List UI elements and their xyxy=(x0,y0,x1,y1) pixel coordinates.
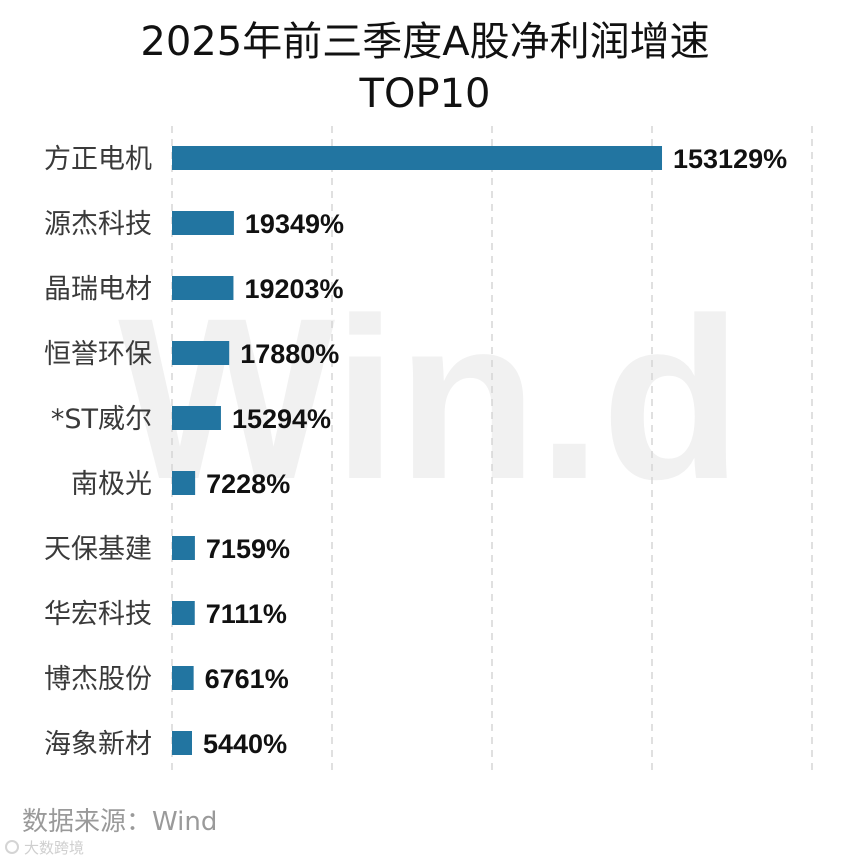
bar-0 xyxy=(172,146,663,170)
bar-2 xyxy=(172,276,234,300)
bar-1 xyxy=(172,211,234,235)
bar-3 xyxy=(172,341,230,365)
category-label-4: *ST威尔 xyxy=(51,404,152,435)
logo-icon xyxy=(5,840,19,854)
value-label-6: 7159% xyxy=(206,534,290,564)
value-label-5: 7228% xyxy=(206,469,290,499)
value-label-1: 19349% xyxy=(245,209,344,239)
bar-7 xyxy=(172,601,195,625)
value-label-8: 6761% xyxy=(205,664,289,694)
value-label-7: 7111% xyxy=(206,599,287,629)
bar-4 xyxy=(172,406,221,430)
bar-9 xyxy=(172,731,192,755)
category-label-8: 博杰股份 xyxy=(44,664,152,695)
category-label-7: 华宏科技 xyxy=(44,599,152,630)
category-label-2: 晶瑞电材 xyxy=(44,274,152,305)
data-source: 数据来源：Wind xyxy=(22,807,217,837)
value-labels: 153129% 19349% 19203% 17880% 15294% 7228% 7159… xyxy=(203,144,787,759)
category-label-6: 天保基建 xyxy=(44,534,152,565)
bar-8 xyxy=(172,666,194,690)
category-label-3: 恒誉环保 xyxy=(44,339,152,370)
chart-title-line-2: TOP10 xyxy=(359,71,491,117)
category-label-5: 南极光 xyxy=(71,469,152,500)
bar-5 xyxy=(172,471,196,495)
category-label-0: 方正电机 xyxy=(44,144,152,175)
value-label-9: 5440% xyxy=(203,729,287,759)
bars xyxy=(172,146,663,755)
value-label-0: 153129% xyxy=(673,144,787,174)
value-label-3: 17880% xyxy=(240,339,339,369)
category-label-1: 源杰科技 xyxy=(44,209,152,240)
value-label-4: 15294% xyxy=(232,404,331,434)
brand-logo: 大数跨境 xyxy=(5,839,84,857)
category-label-9: 海象新材 xyxy=(44,729,152,760)
value-label-2: 19203% xyxy=(244,274,343,304)
watermark: Win.d xyxy=(118,270,742,527)
bar-6 xyxy=(172,536,195,560)
logo-text: 大数跨境 xyxy=(24,839,84,857)
chart-title-line-1: 2025年前三季度A股净利润增速 xyxy=(140,19,709,65)
